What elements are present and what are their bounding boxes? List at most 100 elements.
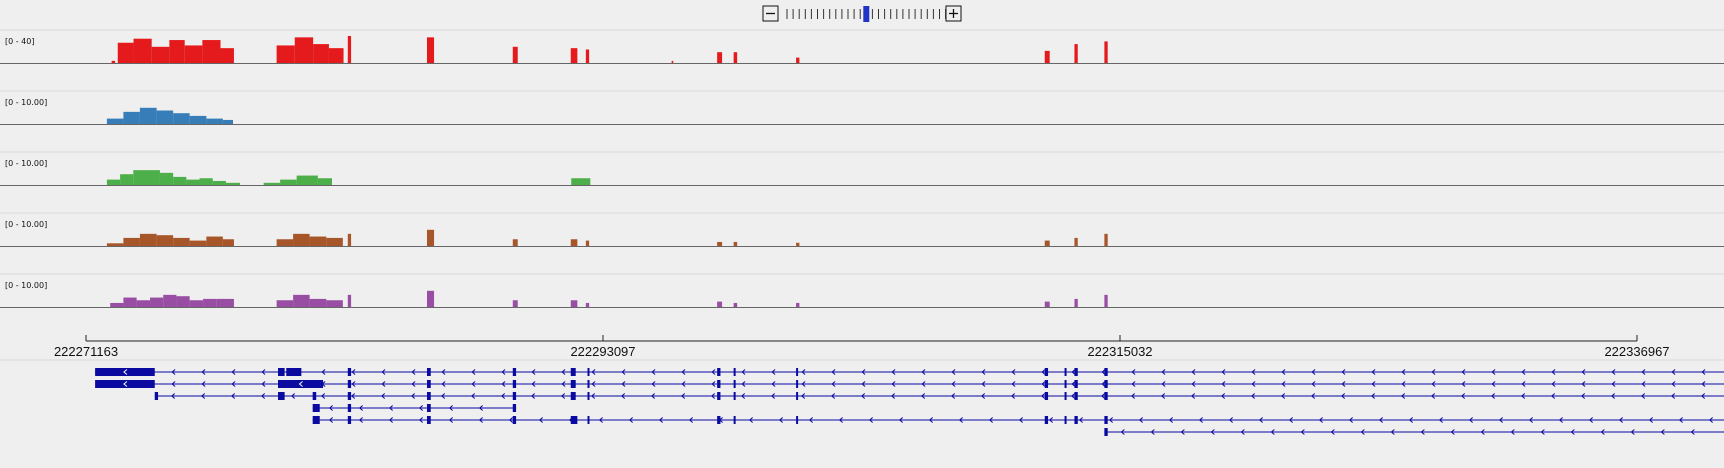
zoom-level-active[interactable] bbox=[863, 6, 870, 22]
strand-arrow bbox=[1228, 417, 1233, 423]
strand-arrow bbox=[800, 393, 806, 399]
signal-bar bbox=[276, 239, 294, 246]
strand-arrow bbox=[1078, 417, 1083, 423]
strand-arrow bbox=[1648, 417, 1653, 423]
strand-arrow bbox=[981, 369, 986, 375]
signal-bar bbox=[216, 298, 234, 307]
zoom-out-button[interactable] bbox=[762, 5, 779, 22]
strand-arrow bbox=[890, 393, 896, 399]
strand-arrow bbox=[1138, 417, 1143, 423]
strand-arrow bbox=[1341, 369, 1346, 375]
exon-block bbox=[717, 368, 721, 376]
gene-transcript[interactable] bbox=[312, 404, 517, 412]
strand-arrow bbox=[448, 417, 453, 423]
signal-bar bbox=[222, 119, 234, 124]
exon-block bbox=[570, 368, 576, 376]
strand-arrow bbox=[1041, 369, 1046, 375]
strand-arrow bbox=[530, 393, 536, 399]
strand-arrow bbox=[921, 369, 926, 375]
strand-arrow bbox=[898, 417, 903, 423]
signal-bar bbox=[280, 179, 297, 185]
exon-block bbox=[512, 416, 517, 424]
gene-transcript[interactable] bbox=[312, 416, 1724, 424]
signal-bar bbox=[189, 115, 207, 124]
signal-bar bbox=[212, 180, 226, 185]
track-4: [0 - 10.00] bbox=[0, 212, 1724, 247]
exon-block bbox=[347, 380, 352, 388]
gene-transcript[interactable] bbox=[95, 368, 1724, 376]
gene-track[interactable] bbox=[95, 368, 1724, 436]
strand-arrow bbox=[778, 417, 783, 423]
strand-arrow bbox=[808, 417, 813, 423]
signal-bar bbox=[570, 239, 578, 246]
strand-arrow bbox=[1540, 429, 1545, 435]
exon-block bbox=[1104, 392, 1108, 400]
strand-arrow bbox=[1430, 393, 1436, 399]
exon-block bbox=[512, 392, 517, 400]
strand-arrow bbox=[838, 417, 843, 423]
strand-arrow bbox=[231, 369, 236, 375]
exon-block bbox=[278, 368, 285, 376]
strand-arrow bbox=[621, 369, 626, 375]
signal-bar bbox=[347, 294, 352, 307]
strand-arrow bbox=[1408, 417, 1413, 423]
exon-block bbox=[312, 404, 320, 412]
zoom-level-slider[interactable] bbox=[786, 6, 947, 22]
exon-block bbox=[278, 380, 324, 388]
signal-bar bbox=[206, 236, 223, 246]
strand-arrow bbox=[770, 393, 776, 399]
strand-arrow bbox=[980, 393, 986, 399]
strand-arrow bbox=[591, 381, 596, 387]
strand-arrow bbox=[261, 369, 266, 375]
strand-arrow bbox=[1270, 429, 1275, 435]
strand-arrow bbox=[1240, 429, 1245, 435]
zoom-in-button[interactable] bbox=[945, 5, 962, 22]
signal-bar bbox=[151, 46, 170, 63]
gene-transcript[interactable] bbox=[154, 392, 1724, 400]
strand-arrow bbox=[861, 369, 866, 375]
strand-arrow bbox=[1150, 429, 1155, 435]
signal-bar bbox=[294, 37, 314, 63]
strand-arrow bbox=[171, 381, 176, 387]
exon-block bbox=[426, 380, 431, 388]
strand-arrow bbox=[868, 417, 873, 423]
exon-block bbox=[312, 416, 320, 424]
signal-bar bbox=[347, 233, 352, 246]
strand-arrow bbox=[351, 369, 356, 375]
strand-arrow bbox=[771, 381, 776, 387]
signal-bar bbox=[570, 48, 578, 63]
gene-transcript[interactable] bbox=[95, 380, 1724, 388]
strand-arrow bbox=[298, 381, 303, 387]
signal-bar bbox=[717, 52, 723, 63]
strand-arrow bbox=[1630, 429, 1635, 435]
strand-arrow bbox=[471, 381, 476, 387]
strand-arrow bbox=[531, 369, 536, 375]
signal-bar bbox=[169, 40, 185, 63]
strand-arrow bbox=[388, 405, 393, 411]
signal-bar bbox=[186, 179, 200, 185]
strand-arrow bbox=[860, 393, 866, 399]
signal-bar bbox=[222, 239, 234, 246]
exon-block bbox=[1104, 428, 1108, 436]
zoom-control bbox=[762, 5, 962, 22]
signal-bar bbox=[263, 182, 281, 185]
strand-arrow bbox=[1401, 369, 1406, 375]
gene-transcript[interactable] bbox=[1104, 428, 1724, 436]
signal-bar bbox=[150, 297, 164, 307]
signal-bar bbox=[146, 170, 160, 185]
exon-block bbox=[1074, 392, 1078, 400]
strand-arrow bbox=[418, 417, 423, 423]
track-range-label: [0 - 10.00] bbox=[5, 159, 47, 168]
strand-arrow bbox=[1558, 417, 1563, 423]
exon-block bbox=[717, 392, 721, 400]
strand-arrow bbox=[1340, 393, 1346, 399]
signal-bar bbox=[796, 302, 800, 307]
signal-bar bbox=[225, 182, 241, 185]
strand-arrow bbox=[1011, 381, 1016, 387]
strand-arrow bbox=[1100, 393, 1106, 399]
strand-arrow bbox=[170, 393, 176, 399]
strand-arrow bbox=[830, 393, 836, 399]
signal-bar bbox=[585, 302, 590, 307]
signal-bar bbox=[293, 294, 310, 307]
